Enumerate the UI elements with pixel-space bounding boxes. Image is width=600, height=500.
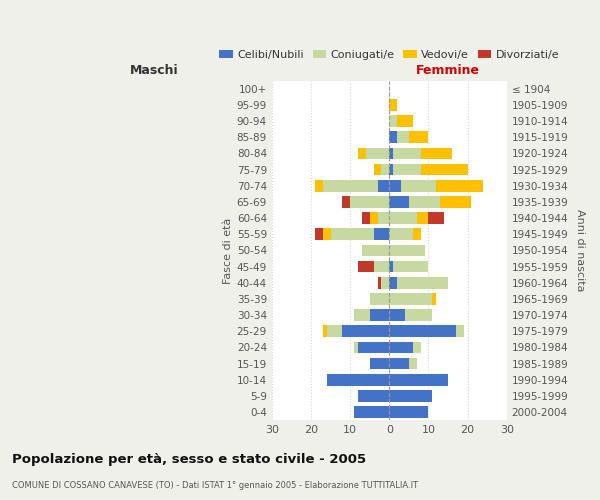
Bar bbox=[389, 132, 397, 143]
Bar bbox=[315, 180, 323, 192]
Bar bbox=[362, 244, 389, 256]
Bar bbox=[331, 228, 374, 240]
Bar bbox=[354, 342, 358, 353]
Bar bbox=[421, 164, 467, 175]
Bar bbox=[377, 180, 389, 192]
Bar bbox=[354, 309, 370, 321]
Bar bbox=[323, 326, 326, 337]
Bar bbox=[409, 196, 440, 207]
Bar bbox=[377, 277, 382, 288]
Bar bbox=[358, 260, 374, 272]
Bar bbox=[342, 196, 350, 207]
Bar bbox=[326, 374, 389, 386]
Bar bbox=[389, 358, 409, 370]
Bar bbox=[389, 374, 448, 386]
Bar bbox=[397, 115, 413, 127]
Legend: Celibi/Nubili, Coniugati/e, Vedovi/e, Divorziati/e: Celibi/Nubili, Coniugati/e, Vedovi/e, Di… bbox=[215, 46, 563, 64]
Bar bbox=[389, 390, 433, 402]
Bar bbox=[436, 180, 483, 192]
Bar bbox=[389, 260, 393, 272]
Bar bbox=[389, 326, 456, 337]
Bar bbox=[366, 148, 389, 159]
Bar bbox=[389, 180, 401, 192]
Bar bbox=[433, 293, 436, 304]
Bar bbox=[362, 212, 370, 224]
Bar bbox=[389, 228, 413, 240]
Bar bbox=[397, 132, 409, 143]
Bar bbox=[405, 309, 433, 321]
Bar bbox=[428, 212, 444, 224]
Bar bbox=[323, 228, 331, 240]
Bar bbox=[370, 309, 389, 321]
Bar bbox=[389, 196, 409, 207]
Bar bbox=[440, 196, 472, 207]
Bar bbox=[374, 228, 389, 240]
Bar bbox=[323, 180, 377, 192]
Bar bbox=[382, 164, 389, 175]
Bar bbox=[393, 260, 428, 272]
Bar bbox=[342, 326, 389, 337]
Bar bbox=[370, 358, 389, 370]
Y-axis label: Fasce di età: Fasce di età bbox=[223, 217, 233, 284]
Bar bbox=[409, 358, 416, 370]
Text: Femmine: Femmine bbox=[416, 64, 480, 77]
Bar bbox=[382, 277, 389, 288]
Bar bbox=[358, 390, 389, 402]
Bar bbox=[389, 244, 425, 256]
Bar bbox=[354, 406, 389, 418]
Bar bbox=[389, 342, 413, 353]
Bar bbox=[389, 277, 397, 288]
Bar bbox=[358, 342, 389, 353]
Bar bbox=[389, 99, 397, 110]
Bar bbox=[374, 164, 382, 175]
Text: Maschi: Maschi bbox=[130, 64, 179, 77]
Bar bbox=[374, 260, 389, 272]
Bar bbox=[413, 228, 421, 240]
Bar bbox=[377, 212, 389, 224]
Text: COMUNE DI COSSANO CANAVESE (TO) - Dati ISTAT 1° gennaio 2005 - Elaborazione TUTT: COMUNE DI COSSANO CANAVESE (TO) - Dati I… bbox=[12, 480, 418, 490]
Bar bbox=[416, 212, 428, 224]
Bar bbox=[358, 148, 366, 159]
Bar bbox=[389, 309, 405, 321]
Bar bbox=[393, 148, 421, 159]
Bar bbox=[389, 115, 397, 127]
Bar bbox=[393, 164, 421, 175]
Bar bbox=[370, 293, 389, 304]
Bar bbox=[413, 342, 421, 353]
Bar bbox=[389, 406, 428, 418]
Bar bbox=[370, 212, 377, 224]
Bar bbox=[389, 164, 393, 175]
Bar bbox=[389, 212, 416, 224]
Bar bbox=[401, 180, 436, 192]
Bar bbox=[409, 132, 428, 143]
Bar bbox=[397, 277, 448, 288]
Y-axis label: Anni di nascita: Anni di nascita bbox=[575, 209, 585, 292]
Bar bbox=[456, 326, 464, 337]
Text: Popolazione per età, sesso e stato civile - 2005: Popolazione per età, sesso e stato civil… bbox=[12, 452, 366, 466]
Bar bbox=[389, 293, 433, 304]
Bar bbox=[421, 148, 452, 159]
Bar bbox=[315, 228, 323, 240]
Bar bbox=[389, 148, 393, 159]
Bar bbox=[326, 326, 342, 337]
Bar bbox=[350, 196, 389, 207]
